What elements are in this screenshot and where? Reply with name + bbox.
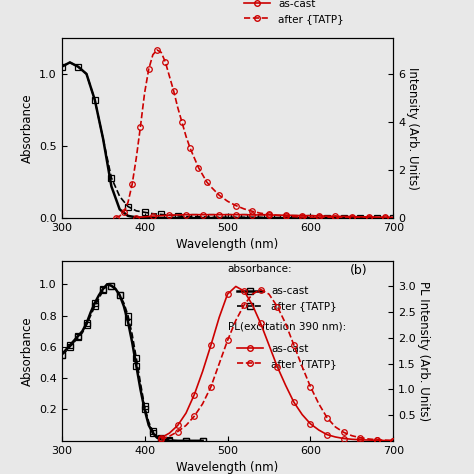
Y-axis label: Absorbance: Absorbance — [20, 316, 34, 385]
X-axis label: Wavelength (nm): Wavelength (nm) — [176, 461, 279, 474]
Y-axis label: Absorbance: Absorbance — [20, 93, 34, 163]
X-axis label: Wavelength (nm): Wavelength (nm) — [176, 238, 279, 251]
Text: absorbance:: absorbance: — [228, 264, 292, 274]
Legend: as-cast, after {TATP}: as-cast, after {TATP} — [233, 340, 341, 374]
Y-axis label: PL Intensity (Arb. Units): PL Intensity (Arb. Units) — [417, 281, 430, 421]
Legend: as-cast, after {TATP}: as-cast, after {TATP} — [239, 0, 348, 28]
Text: (b): (b) — [350, 264, 368, 277]
Y-axis label: Intensity (Arb. Units): Intensity (Arb. Units) — [406, 66, 419, 190]
Text: PL(excitation 390 nm):: PL(excitation 390 nm): — [228, 322, 346, 332]
